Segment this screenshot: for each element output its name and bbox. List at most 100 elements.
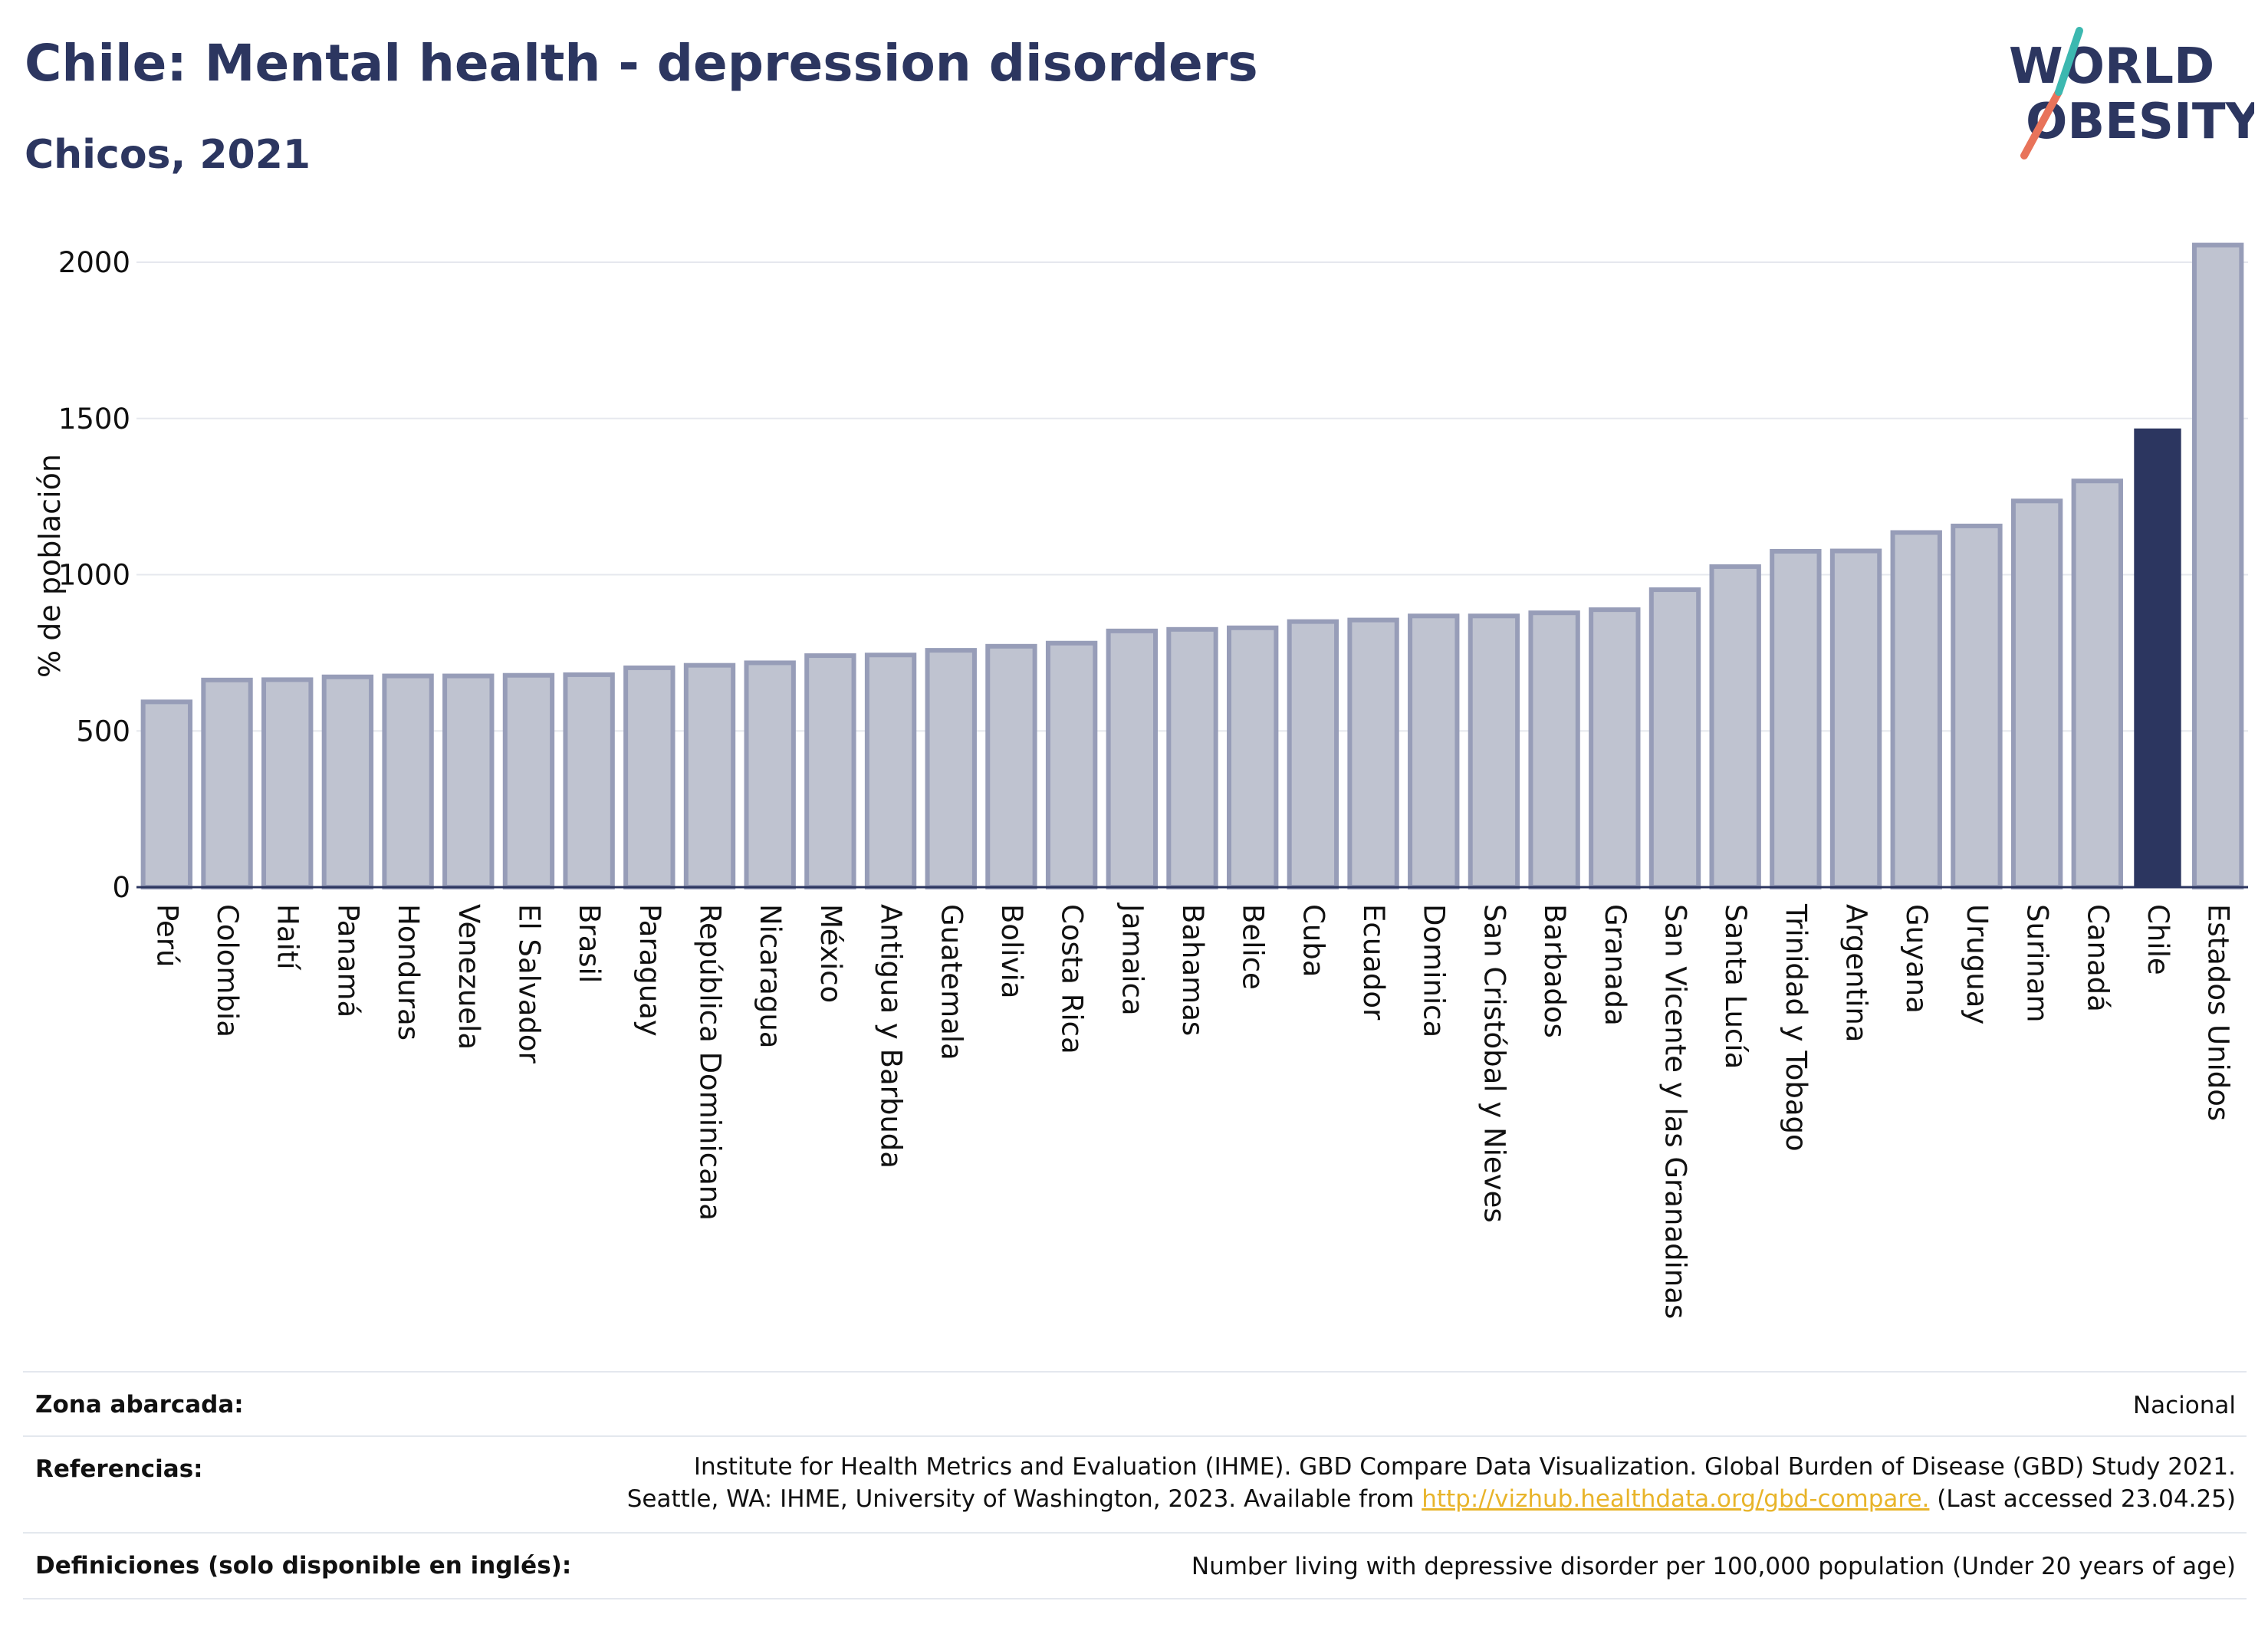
bar-estados-unidos bbox=[2191, 242, 2244, 889]
bar-guyana bbox=[1890, 530, 1942, 889]
y-axis-ticks: 0 500 1000 1500 2000 bbox=[58, 246, 130, 904]
x-tick-label-granada: Granada bbox=[1599, 904, 1632, 1026]
x-tick-label-santa-lucía: Santa Lucía bbox=[1719, 904, 1752, 1069]
bar-belice bbox=[1226, 625, 1279, 890]
x-tick-label-brasil: Brasil bbox=[573, 904, 606, 983]
logo-slash-teal bbox=[2055, 27, 2083, 96]
x-tick-label-barbados: Barbados bbox=[1538, 904, 1571, 1038]
bar-uruguay bbox=[1951, 523, 2003, 889]
world-obesity-logo: WORLD OBESITY bbox=[2009, 27, 2254, 159]
bar-panamá bbox=[321, 674, 374, 889]
x-tick-label-estados-unidos: Estados Unidos bbox=[2202, 904, 2235, 1121]
x-tick-label-trinidad-y-tobago: Trinidad y Tobago bbox=[1780, 903, 1813, 1152]
x-tick-label-ecuador: Ecuador bbox=[1357, 904, 1390, 1021]
x-tick-label-bolivia: Bolivia bbox=[995, 904, 1028, 998]
references-row: Referencias: Institute for Health Metric… bbox=[23, 1435, 2247, 1532]
bar-san-cristóbal-y-nieves bbox=[1468, 613, 1520, 889]
x-tick-label-paraguay: Paraguay bbox=[633, 904, 666, 1037]
bar-chile bbox=[2134, 428, 2181, 887]
bar-san-vicente-y-las-granadinas bbox=[1648, 587, 1701, 889]
logo-slash-orange bbox=[2020, 88, 2063, 159]
bar-costa-rica bbox=[1045, 640, 1098, 889]
x-tick-label-chile: Chile bbox=[2141, 904, 2174, 975]
references-label: Referencias: bbox=[35, 1455, 203, 1483]
y-axis-label: % de población bbox=[33, 454, 67, 678]
x-tick-label-jamaica: Jamaica bbox=[1116, 902, 1149, 1016]
coverage-label: Zona abarcada: bbox=[35, 1391, 244, 1419]
references-line2-pre: Seattle, WA: IHME, University of Washing… bbox=[626, 1485, 1422, 1513]
coverage-row: Zona abarcada: Nacional bbox=[23, 1371, 2247, 1435]
bar-trinidad-y-tobago bbox=[1770, 548, 1822, 889]
x-tick-label-panamá: Panamá bbox=[331, 904, 364, 1018]
x-tick-label-argentina: Argentina bbox=[1840, 904, 1873, 1042]
y-tick-label-2000: 2000 bbox=[58, 246, 130, 279]
x-tick-label-canadá: Canadá bbox=[2081, 904, 2114, 1012]
bar-argentina bbox=[1829, 548, 1882, 890]
x-tick-label-el-salvador: El Salvador bbox=[512, 904, 545, 1064]
x-tick-label-bahamas: Bahamas bbox=[1176, 904, 1209, 1036]
bar-méxico bbox=[804, 653, 856, 889]
references-line2-post: (Last accessed 23.04.25) bbox=[1929, 1485, 2236, 1513]
bar-venezuela bbox=[442, 673, 495, 890]
references-link[interactable]: http://vizhub.healthdata.org/gbd-compare… bbox=[1422, 1485, 1930, 1513]
x-tick-label-surinam: Surinam bbox=[2021, 904, 2054, 1023]
references-line1: Institute for Health Metrics and Evaluat… bbox=[693, 1453, 2236, 1481]
x-axis-labels: Perú Colombia Haití Panamá Honduras Venezuela… bbox=[150, 902, 2234, 1319]
bar-jamaica bbox=[1106, 628, 1159, 889]
bar-el-salvador bbox=[502, 672, 555, 890]
x-tick-label-guyana: Guyana bbox=[1900, 904, 1933, 1014]
bar-granada bbox=[1589, 607, 1641, 889]
bar-honduras bbox=[382, 673, 434, 890]
x-tick-label-belice: Belice bbox=[1237, 904, 1270, 990]
x-tick-label-dominica: Dominica bbox=[1418, 904, 1451, 1037]
bar-brasil bbox=[563, 672, 615, 890]
bar-dominica bbox=[1408, 613, 1460, 889]
bar-colombia bbox=[201, 677, 253, 889]
bar-haití bbox=[261, 677, 314, 889]
x-tick-label-haití: Haití bbox=[271, 904, 304, 971]
bar-santa-lucía bbox=[1709, 564, 1761, 890]
bar-bolivia bbox=[985, 643, 1037, 889]
logo-line2: OBESITY bbox=[2026, 94, 2254, 150]
x-tick-label-méxico: México bbox=[814, 904, 847, 1003]
y-tick-label-1000: 1000 bbox=[58, 559, 130, 592]
definitions-label: Definiciones (solo disponible en inglés)… bbox=[35, 1552, 572, 1580]
references-line2: Seattle, WA: IHME, University of Washing… bbox=[627, 1483, 2236, 1515]
bar-bahamas bbox=[1166, 626, 1218, 889]
bar-surinam bbox=[2010, 498, 2063, 890]
y-tick-label-500: 500 bbox=[76, 715, 130, 748]
page-title: Chile: Mental health - depression disord… bbox=[25, 34, 1258, 93]
x-tick-label-antigua-y-barbuda: Antigua y Barbuda bbox=[875, 904, 908, 1169]
bar-ecuador bbox=[1347, 617, 1399, 890]
definitions-row: Definiciones (solo disponible en inglés)… bbox=[23, 1532, 2247, 1599]
x-tick-label-venezuela: Venezuela bbox=[452, 904, 485, 1050]
x-tick-label-nicaragua: Nicaragua bbox=[754, 904, 787, 1048]
bar-guatemala bbox=[925, 648, 977, 889]
references-value: Institute for Health Metrics and Evaluat… bbox=[627, 1451, 2236, 1515]
y-tick-label-1500: 1500 bbox=[58, 403, 130, 436]
bar-canadá bbox=[2071, 478, 2123, 889]
bar-perú bbox=[140, 699, 193, 889]
bar-cuba bbox=[1287, 619, 1339, 889]
x-tick-label-república-dominicana: República Dominicana bbox=[694, 904, 727, 1221]
logo-line1: WORLD bbox=[2009, 38, 2214, 95]
x-tick-label-colombia: Colombia bbox=[211, 904, 244, 1037]
coverage-value: Nacional bbox=[2132, 1392, 2236, 1419]
y-tick-label-0: 0 bbox=[112, 871, 130, 904]
x-tick-label-cuba: Cuba bbox=[1297, 904, 1330, 977]
bar-barbados bbox=[1528, 610, 1580, 890]
bar-nicaragua bbox=[744, 660, 796, 889]
bar-república-dominicana bbox=[683, 662, 736, 889]
bar-chart: 0 500 1000 1500 2000 Perú Colombia Haití Panamá… bbox=[33, 242, 2248, 1319]
x-tick-label-san-cristóbal-y-nieves: San Cristóbal y Nieves bbox=[1477, 904, 1510, 1223]
bar-paraguay bbox=[623, 665, 675, 889]
x-tick-label-san-vicente-y-las-granadinas: San Vicente y las Granadinas bbox=[1658, 904, 1691, 1319]
bar-antigua-y-barbuda bbox=[864, 653, 917, 889]
x-tick-label-honduras: Honduras bbox=[392, 904, 425, 1041]
bars bbox=[140, 242, 2244, 890]
page-subtitle: Chicos, 2021 bbox=[25, 132, 311, 178]
x-tick-label-perú: Perú bbox=[150, 904, 183, 967]
definitions-value: Number living with depressive disorder p… bbox=[1191, 1553, 2236, 1580]
x-tick-label-guatemala: Guatemala bbox=[935, 904, 968, 1060]
x-tick-label-costa-rica: Costa Rica bbox=[1056, 904, 1089, 1054]
